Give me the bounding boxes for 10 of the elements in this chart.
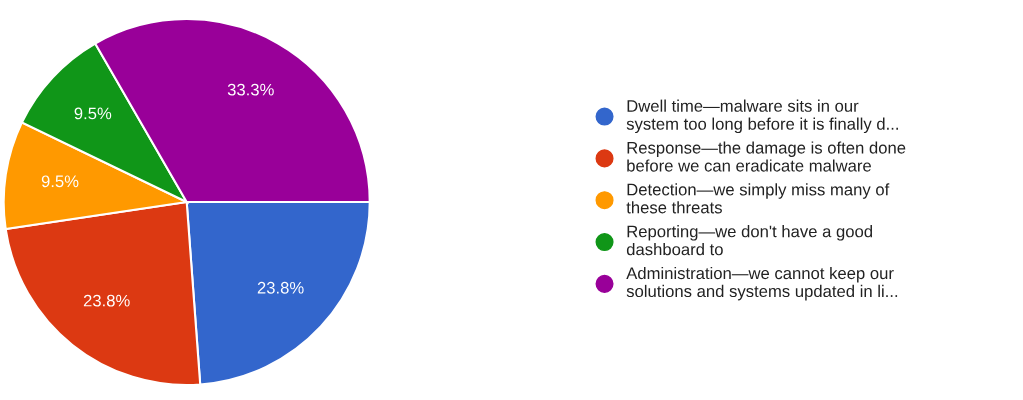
data-label: 33.3% — [227, 83, 274, 96]
legend-label: Administration—we cannot keep our solutions and systems updated in li... — [626, 266, 898, 301]
legend-label: Dwell time—malware sits in our system too long before it is finally d... — [626, 99, 898, 134]
data-label: 23.8% — [257, 281, 304, 294]
legend-label: Detection—we simply miss many of these threats — [626, 183, 890, 214]
legend-label: Response—the damage is often done before we can eradicate malware — [627, 141, 906, 172]
legend-label: Reporting—we don't have a good dashboard to — [626, 225, 873, 256]
data-label: 9.5% — [74, 107, 112, 120]
data-label: 23.8% — [83, 294, 130, 307]
data-label: 9.5% — [41, 175, 79, 188]
